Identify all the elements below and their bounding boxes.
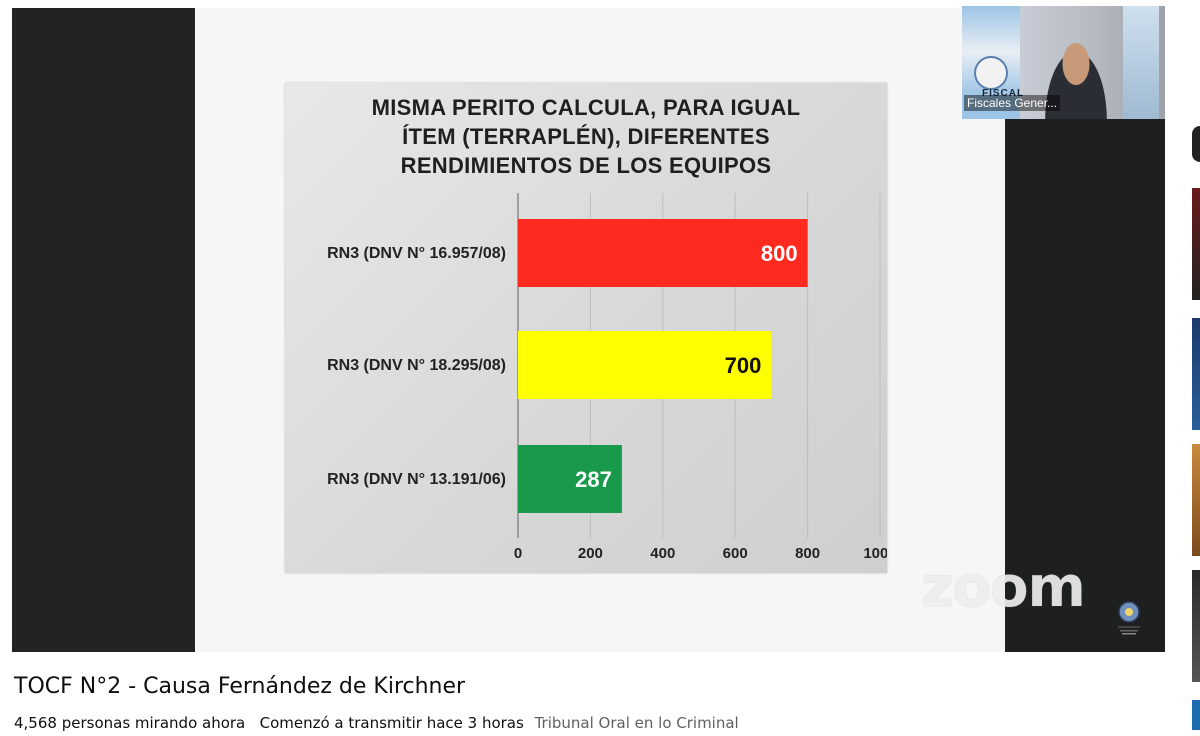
bar-value-label: 800 xyxy=(761,241,798,266)
category-label: RN3 (DNV N° 18.295/08) xyxy=(327,357,506,374)
recommended-videos-edge xyxy=(1190,0,1200,736)
bar-value-label: 287 xyxy=(575,467,612,492)
video-title: TOCF N°2 - Causa Fernández de Kirchner xyxy=(14,674,466,699)
x-tick-label: 400 xyxy=(650,545,675,562)
x-tick-label: 1000 xyxy=(863,545,887,562)
recommended-thumbnail[interactable] xyxy=(1192,126,1200,162)
wall-sign: FISCAL xyxy=(982,88,1025,99)
participant-person xyxy=(1040,40,1112,119)
recommended-thumbnail[interactable] xyxy=(1192,700,1200,730)
slide-title-line-1: MISMA PERITO CALCULA, PARA IGUAL xyxy=(371,95,801,120)
bar-chart: 0 200 400 600 800 1000 RN3 (DNV N° 16.957/08) 8… xyxy=(327,193,887,562)
stream-start-time: Comenzó a transmitir hace 3 horas xyxy=(259,714,524,732)
flag-backdrop-right xyxy=(1123,6,1159,119)
x-tick-label: 600 xyxy=(723,545,748,562)
x-tick-label: 0 xyxy=(514,545,522,562)
zoom-watermark: zoom xyxy=(921,555,1086,620)
bar xyxy=(518,219,808,287)
bar xyxy=(518,445,622,513)
x-tick-label: 200 xyxy=(578,545,603,562)
viewer-count: 4,568 personas mirando ahora xyxy=(14,714,246,732)
slide-title-line-3: RENDIMIENTOS DE LOS EQUIPOS xyxy=(400,153,772,178)
emblem-icon xyxy=(974,56,1008,90)
recommended-thumbnail[interactable] xyxy=(1192,188,1200,300)
x-tick-label: 800 xyxy=(795,545,820,562)
presentation-slide: MISMA PERITO CALCULA, PARA IGUAL ÍTEM (T… xyxy=(285,83,887,573)
video-meta: 4,568 personas mirando ahora Comenzó a t… xyxy=(14,714,739,732)
bar xyxy=(518,331,772,399)
participant-video-thumbnail[interactable]: FISCAL Fiscales Gener... xyxy=(962,6,1165,119)
recommended-thumbnail[interactable] xyxy=(1192,444,1200,556)
bar-value-label: 700 xyxy=(725,353,762,378)
institution-seal-icon xyxy=(1118,601,1140,635)
channel-name[interactable]: Tribunal Oral en lo Criminal xyxy=(534,714,739,732)
recommended-thumbnail[interactable] xyxy=(1192,318,1200,430)
category-label: RN3 (DNV N° 13.191/06) xyxy=(327,471,506,488)
slide-title-line-2: ÍTEM (TERRAPLÉN), DIFERENTES xyxy=(402,124,770,149)
category-label: RN3 (DNV N° 16.957/08) xyxy=(327,245,506,262)
recommended-thumbnail[interactable] xyxy=(1192,570,1200,682)
slide-title: MISMA PERITO CALCULA, PARA IGUAL ÍTEM (T… xyxy=(285,93,887,180)
participant-name-label: Fiscales Gener... xyxy=(964,95,1061,111)
